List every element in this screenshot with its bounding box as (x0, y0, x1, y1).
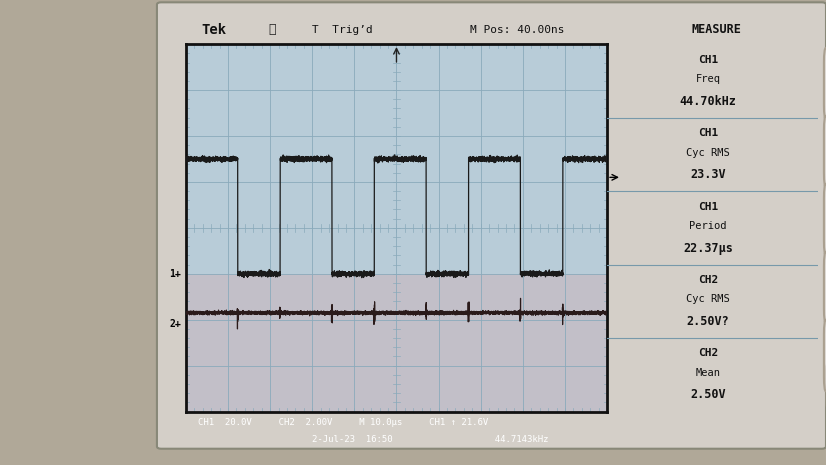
Text: T  Trig’d: T Trig’d (312, 25, 373, 35)
Text: CH1: CH1 (698, 201, 719, 212)
Text: CH2: CH2 (698, 348, 719, 359)
FancyBboxPatch shape (824, 252, 826, 323)
FancyBboxPatch shape (824, 320, 826, 392)
Text: Cyc RMS: Cyc RMS (686, 147, 730, 158)
Text: CH1: CH1 (698, 54, 719, 65)
Text: 2.50V?: 2.50V? (687, 315, 729, 328)
Text: Mean: Mean (695, 368, 721, 378)
Text: CH1  20.0V     CH2  2.00V     M 10.0μs     CH1 ↑ 21.6V: CH1 20.0V CH2 2.00V M 10.0μs CH1 ↑ 21.6V (198, 418, 489, 427)
Bar (186, 274, 607, 412)
Text: Period: Period (690, 221, 727, 231)
Text: Cyc RMS: Cyc RMS (686, 294, 730, 305)
FancyBboxPatch shape (824, 48, 826, 120)
Text: 23.3V: 23.3V (691, 168, 726, 181)
Text: Freq: Freq (695, 74, 721, 84)
Text: 2.50V: 2.50V (691, 388, 726, 401)
Text: 22.37μs: 22.37μs (683, 241, 733, 254)
Text: 1+: 1+ (169, 269, 181, 279)
FancyBboxPatch shape (824, 184, 826, 255)
FancyBboxPatch shape (824, 116, 826, 187)
Text: 44.70kHz: 44.70kHz (680, 94, 737, 107)
Text: M Pos: 40.00ns: M Pos: 40.00ns (470, 25, 565, 35)
Text: CH1: CH1 (698, 128, 719, 138)
Text: ℿ: ℿ (268, 23, 276, 36)
Text: 2+: 2+ (169, 319, 181, 329)
Text: CH2: CH2 (698, 275, 719, 285)
Text: Tek: Tek (202, 23, 227, 37)
Text: 2-Jul-23  16:50                   44.7143kHz: 2-Jul-23 16:50 44.7143kHz (312, 434, 548, 444)
Text: MEASURE: MEASURE (691, 23, 741, 36)
